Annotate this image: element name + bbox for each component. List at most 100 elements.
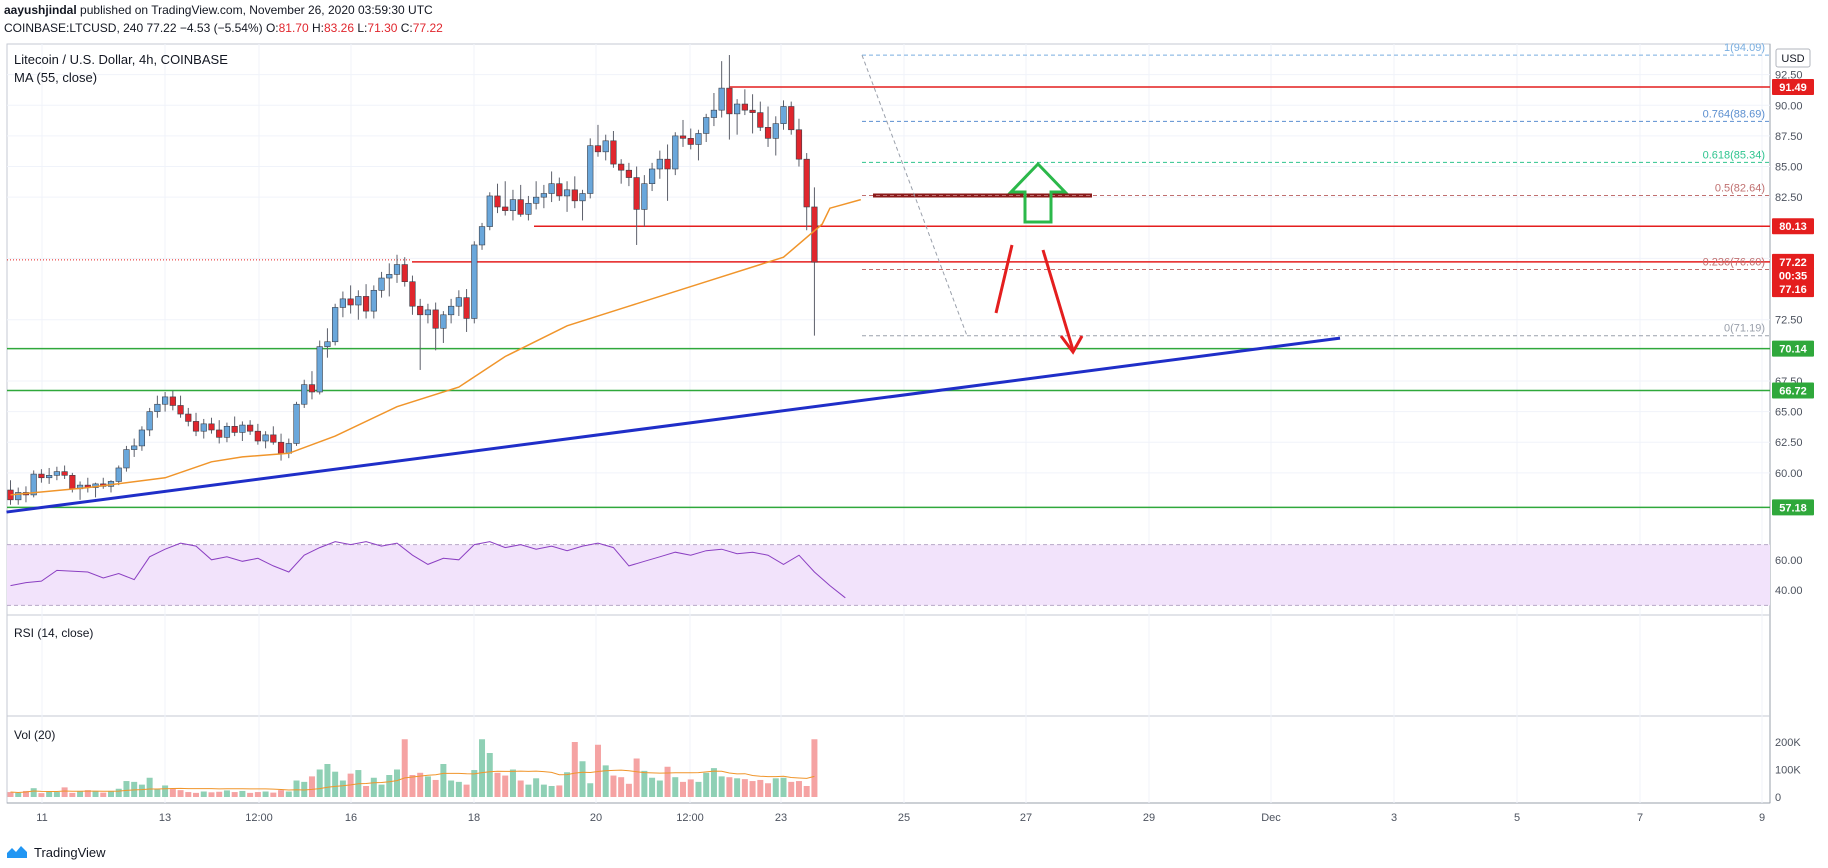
author-name[interactable]: aayushjindal — [4, 3, 77, 17]
time-tick-label: 11 — [36, 812, 47, 824]
candle-body — [308, 384, 316, 393]
candle-body — [540, 193, 547, 198]
volume-bar — [30, 788, 37, 797]
volume-bar — [788, 781, 795, 797]
price-badge-label: 77.16 — [1779, 284, 1807, 296]
volume-bar — [123, 781, 130, 797]
candle-body — [38, 473, 45, 479]
candle-body — [687, 138, 694, 145]
candle-body — [401, 264, 408, 283]
candle-body — [293, 403, 300, 444]
candle-body — [664, 158, 671, 170]
price-tick-label: 82.50 — [1775, 192, 1803, 204]
price-tick-label: 87.50 — [1775, 131, 1803, 143]
volume-bar — [803, 786, 810, 797]
candle-body — [432, 309, 439, 329]
fib-level-label: 0.618(85.34) — [1703, 149, 1765, 161]
fib-level-label: 0.5(82.64) — [1715, 182, 1765, 194]
rsi-line — [10, 541, 846, 599]
time-tick-label: 7 — [1637, 812, 1643, 824]
volume-bar — [146, 777, 153, 797]
time-tick-label: 13 — [159, 812, 171, 824]
volume-bar — [247, 792, 254, 797]
chart-frame — [6, 43, 1771, 804]
candle-body — [138, 429, 146, 447]
candle-body — [703, 117, 710, 134]
volume-bar — [672, 777, 679, 797]
candle-body — [347, 298, 354, 306]
volume-bar — [363, 786, 370, 797]
volume-bar — [193, 792, 200, 797]
volume-bar — [200, 791, 207, 797]
close-value: 77.22 — [412, 21, 443, 35]
candle-body — [633, 177, 640, 210]
volume-bar — [455, 781, 462, 797]
volume-bar — [15, 792, 22, 797]
volume-bar — [254, 792, 261, 797]
footer-brand[interactable]: TradingView — [34, 844, 106, 860]
time-tick-label: Dec — [1261, 812, 1281, 824]
candle-body — [556, 183, 563, 197]
volume-bar — [594, 744, 601, 797]
change-text: −4.53 (−5.54%) — [179, 21, 263, 35]
candle-body — [192, 421, 200, 432]
candle-body — [478, 226, 486, 246]
candle-body — [811, 206, 818, 263]
candle-body — [15, 492, 22, 501]
candle-body — [378, 277, 385, 291]
fib-level-label: 0.236(76.60) — [1703, 256, 1765, 268]
volume-bar — [633, 758, 640, 797]
price-tick-label: 65.00 — [1775, 407, 1803, 419]
candle-body — [362, 296, 370, 312]
last-price: 77.22 — [146, 21, 177, 35]
volume-bar — [494, 772, 501, 797]
volume-bar — [509, 769, 516, 797]
volume-bar — [38, 793, 45, 797]
candle-body — [448, 305, 455, 316]
price-tick-label: 60.00 — [1775, 468, 1803, 480]
volume-bar — [734, 778, 741, 797]
candle-body — [764, 127, 772, 139]
trend-line — [6, 336, 1341, 514]
candle-body — [393, 264, 401, 275]
volume-bar — [270, 792, 277, 797]
price-badge-label: 80.13 — [1779, 221, 1807, 233]
volume-bar — [53, 792, 60, 797]
candle-body — [656, 158, 663, 170]
volume-bar — [69, 792, 76, 797]
volume-bar — [386, 775, 393, 797]
tradingview-logo-icon — [7, 846, 27, 858]
candle-body — [277, 441, 285, 454]
volume-bar — [332, 771, 339, 797]
fib-level-label: 0.764(88.69) — [1703, 108, 1765, 120]
candle-body — [734, 103, 741, 115]
candle-body — [254, 430, 261, 442]
volume-bar — [718, 776, 725, 797]
low-value: 71.30 — [367, 21, 398, 35]
symbol-text: COINBASE:LTCUSD, 240 — [4, 21, 144, 35]
time-tick-label: 23 — [775, 812, 787, 824]
price-tick-label: 85.00 — [1775, 162, 1803, 174]
price-badge — [1772, 79, 1814, 96]
volume-bar — [208, 792, 215, 797]
volume-bar — [278, 790, 285, 797]
volume-bar — [77, 790, 84, 797]
volume-bars — [7, 739, 818, 797]
candle-body — [710, 109, 718, 118]
ma-line — [10, 198, 862, 496]
candle-body — [185, 413, 192, 422]
candle-body — [69, 475, 76, 490]
candle-body — [471, 244, 478, 319]
volume-bar — [100, 792, 107, 797]
candle-body — [579, 193, 586, 202]
volume-bar — [772, 778, 779, 797]
volume-bar — [154, 789, 161, 797]
time-tick-label: 3 — [1391, 812, 1397, 824]
rsi-legend: RSI (14, close) — [14, 626, 93, 640]
volume-bar — [517, 780, 524, 797]
currency-box[interactable] — [1775, 48, 1811, 68]
price-badge — [1772, 267, 1814, 284]
candle-body — [332, 307, 339, 343]
